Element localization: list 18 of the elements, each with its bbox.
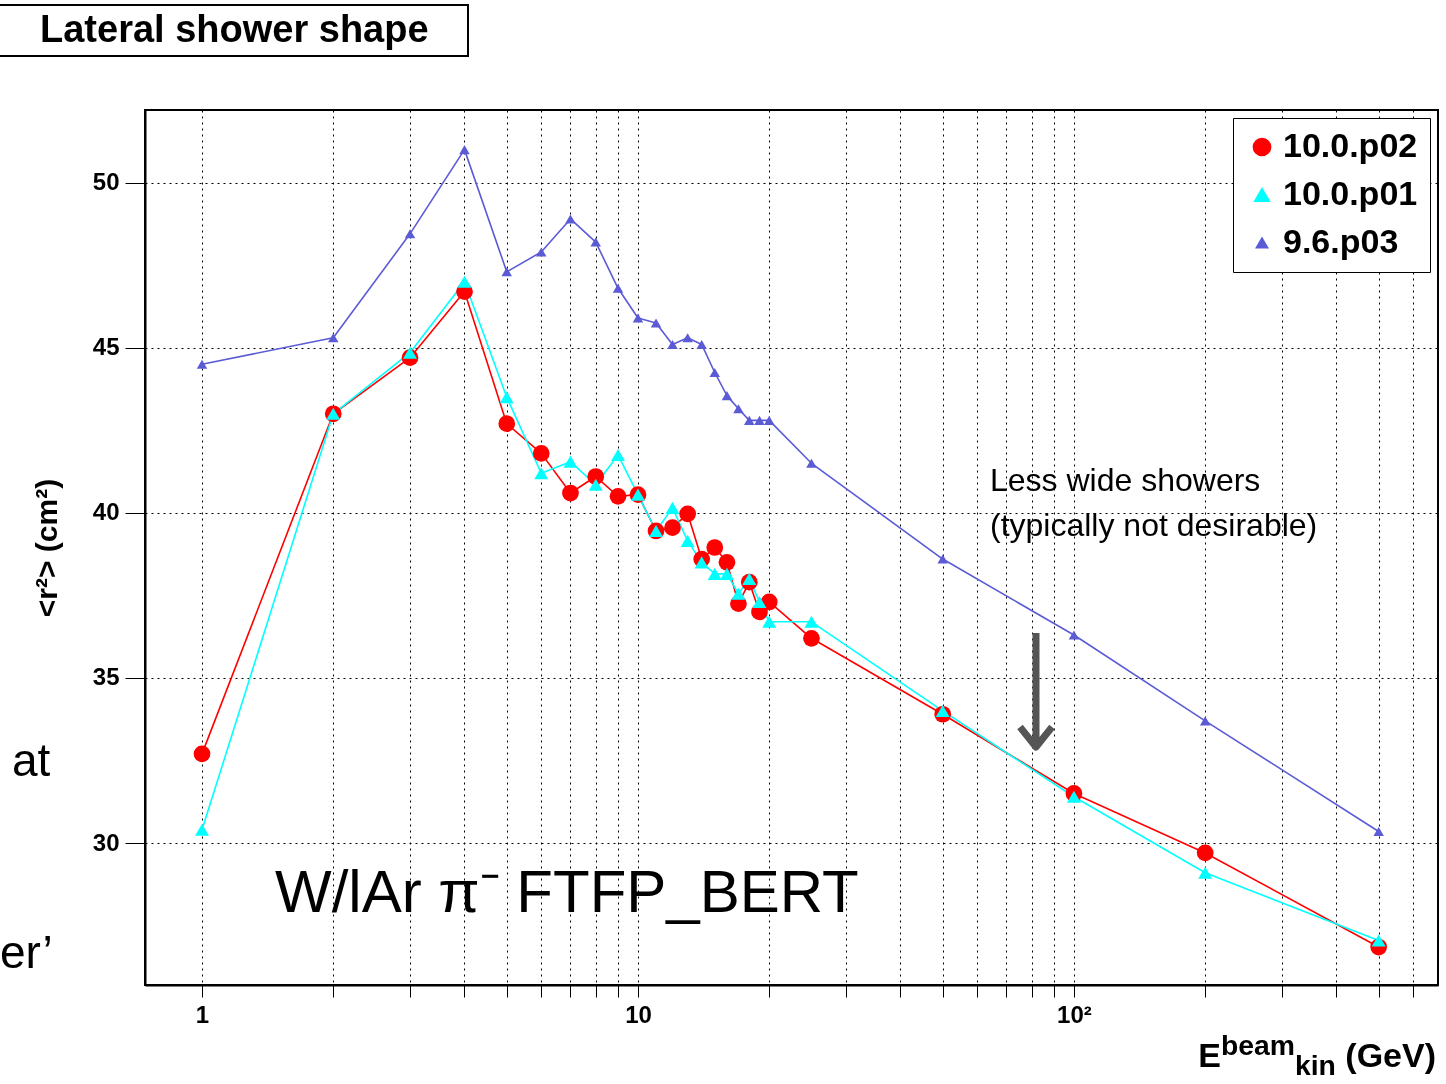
y-tick-label: 30	[92, 828, 120, 856]
y-tick-label: 50	[92, 168, 120, 196]
x-tick-label: 10	[625, 1000, 652, 1028]
annotation: W/lAr π⁻ FTFP_BERT	[275, 857, 859, 927]
text: at	[12, 733, 51, 788]
x-tick-label: 10²	[1057, 1000, 1092, 1028]
legend-label: 10.0.p02	[1283, 126, 1418, 164]
y-tick-label: 35	[92, 663, 120, 691]
y-tick-label: 45	[92, 333, 120, 361]
annotation: Less wide showers (typically not desirable)	[990, 461, 1318, 545]
x-axis-title: E$^{beam}$$_{kin}$ (GeV)	[1198, 1028, 1436, 1082]
y-axis-title: <r²> (cm²)	[29, 478, 63, 618]
text: er’	[0, 925, 53, 980]
x-tick-label: 1	[195, 1000, 210, 1028]
legend-label: 9.6.p03	[1283, 222, 1399, 260]
legend-label: 10.0.p01	[1283, 174, 1418, 212]
chart-title: Lateral shower shape	[0, 4, 469, 57]
y-tick-label: 40	[92, 498, 120, 526]
